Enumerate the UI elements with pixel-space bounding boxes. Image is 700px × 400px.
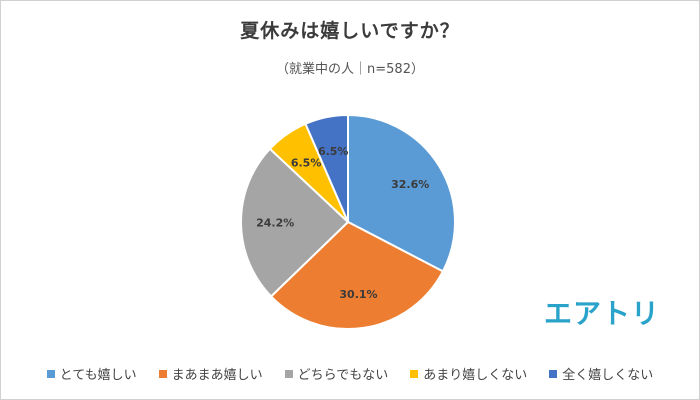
- legend-swatch: [159, 370, 167, 378]
- legend-label: どちらでもない: [298, 364, 389, 383]
- legend-swatch: [47, 370, 55, 378]
- legend-item-3: どちらでもない: [285, 364, 389, 383]
- pie-slice-label-2: 30.1%: [339, 288, 377, 301]
- pie-slice-label-3: 24.2%: [256, 217, 294, 230]
- legend-item-5: 全く嬉しくない: [549, 364, 653, 383]
- airtrip-logo: エアトリ: [544, 292, 660, 332]
- pie-slice-label-4: 6.5%: [291, 157, 322, 170]
- pie-slice-label-5: 6.5%: [318, 145, 349, 158]
- legend-label: あまり嬉しくない: [423, 364, 527, 383]
- legend-swatch: [549, 370, 557, 378]
- pie-slice-label-1: 32.6%: [391, 178, 429, 191]
- legend-swatch: [410, 370, 418, 378]
- legend-label: 全く嬉しくない: [562, 364, 653, 383]
- legend-label: とても嬉しい: [60, 364, 137, 383]
- legend-label: まあまあ嬉しい: [172, 364, 263, 383]
- legend-item-4: あまり嬉しくない: [410, 364, 527, 383]
- legend-swatch: [285, 370, 293, 378]
- chart-legend: とても嬉しい まあまあ嬉しい どちらでもない あまり嬉しくない 全く嬉しくない: [0, 364, 700, 383]
- legend-item-2: まあまあ嬉しい: [159, 364, 263, 383]
- legend-item-1: とても嬉しい: [47, 364, 137, 383]
